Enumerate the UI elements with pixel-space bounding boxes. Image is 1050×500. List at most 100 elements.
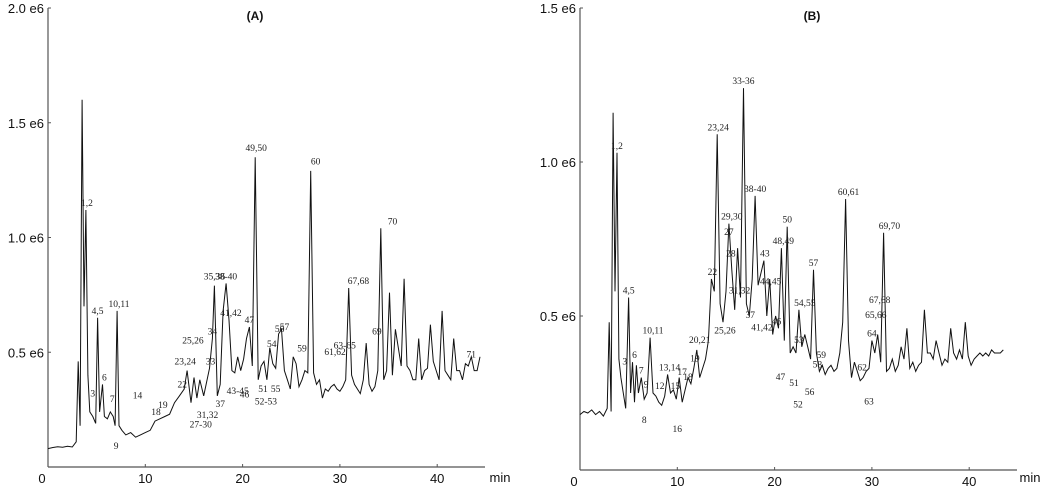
peak-label: 27 xyxy=(724,228,734,238)
peak-label: 4,5 xyxy=(92,307,104,317)
peak-label: 60 xyxy=(311,158,321,168)
y-tick-label: 1.0 e6 xyxy=(8,231,44,246)
peak-label: 10,11 xyxy=(109,300,130,310)
x-axis-label-a: min xyxy=(490,470,511,485)
chart-panel-b: (B) 0 10 20 30 40 0.5 e6 1.0 e6 1.5 e6 1,2 3 4,5 6… xyxy=(540,1,1041,489)
peak-label: 9 xyxy=(644,380,649,390)
peak-label: 29,30 xyxy=(721,213,743,223)
peak-label: 60,61 xyxy=(838,188,860,198)
peak-label: 9 xyxy=(114,442,119,452)
peak-label: 43-45 xyxy=(227,387,249,397)
axes-b: 0 10 20 30 40 0.5 e6 1.0 e6 1.5 e6 xyxy=(540,1,1017,489)
peak-label: 6 xyxy=(102,373,107,383)
peak-label: 41,42 xyxy=(751,323,773,333)
x-tick-label: 20 xyxy=(235,471,249,486)
peak-label: 34 xyxy=(208,327,218,337)
peak-label: 58 xyxy=(813,360,823,370)
peak-label: 63-65 xyxy=(334,341,356,351)
peak-label: 37 xyxy=(215,400,225,410)
peak-label: 53 xyxy=(794,336,804,346)
x-tick-label: 30 xyxy=(865,474,879,489)
peak-label: 47 xyxy=(776,373,786,383)
peak-label: 31,32 xyxy=(729,287,751,297)
peak-label: 63 xyxy=(864,397,874,407)
peak-label: 17 xyxy=(677,368,687,378)
peak-label: 54,55 xyxy=(794,299,816,309)
peak-label: 43 xyxy=(760,250,770,260)
x-tick-label: 10 xyxy=(670,474,684,489)
peak-label: 16 xyxy=(673,425,683,435)
peak-label: 33 xyxy=(206,357,216,367)
peak-label: 19 xyxy=(158,401,168,411)
peak-label: 7 xyxy=(110,395,115,405)
peak-label: 59 xyxy=(817,351,827,361)
peak-label: 69,70 xyxy=(879,222,901,232)
x-axis-label-b: min xyxy=(1020,470,1041,485)
peak-label: 19 xyxy=(690,354,700,364)
peak-label: 13,14 xyxy=(659,364,681,374)
x-tick-label: 10 xyxy=(138,471,152,486)
chart-panel-a: (A) 0 10 20 30 40 0.5 e6 1.0 e6 1.5 e6 2.0 e6 1,… xyxy=(8,1,511,486)
peak-label: 20,21 xyxy=(689,336,711,346)
x-tick-label: 0 xyxy=(570,474,577,489)
x-tick-label: 40 xyxy=(430,471,444,486)
peak-label: 35,36 xyxy=(204,272,226,282)
panel-title-a: (A) xyxy=(247,9,264,23)
peak-label: 10,11 xyxy=(642,327,663,337)
peak-label: 27-30 xyxy=(190,420,212,430)
peak-label: 67,68 xyxy=(348,277,370,287)
x-tick-label: 40 xyxy=(962,474,976,489)
peak-label: 48,49 xyxy=(773,237,795,247)
peak-label: 23,24 xyxy=(175,357,197,367)
peak-label: 46 xyxy=(772,317,782,327)
peak-label: 57 xyxy=(280,323,290,333)
peak-label: 41,42 xyxy=(220,309,242,319)
peak-label: 33-36 xyxy=(732,77,754,87)
peak-label: 38-40 xyxy=(744,185,766,195)
peak-label: 52 xyxy=(793,400,803,410)
panel-title-b: (B) xyxy=(804,9,821,23)
y-tick-label: 1.0 e6 xyxy=(540,155,576,170)
y-tick-label: 2.0 e6 xyxy=(8,1,44,16)
peak-label: 70 xyxy=(388,217,398,227)
peak-label: 18 xyxy=(151,408,161,418)
y-tick-label: 0.5 e6 xyxy=(540,309,576,324)
peak-label: 62 xyxy=(857,364,867,374)
peak-label: 25,26 xyxy=(182,337,204,347)
peak-label: 56 xyxy=(275,325,285,335)
peak-label: 15 xyxy=(671,382,681,392)
peak-label: 64 xyxy=(867,330,877,340)
peak-label: 49,50 xyxy=(246,144,268,154)
peak-label: 3 xyxy=(90,389,95,399)
peak-label: 59 xyxy=(297,345,307,355)
peak-label: 22 xyxy=(708,268,718,278)
peak-label: 7 xyxy=(639,367,644,377)
peak-label: 12 xyxy=(655,382,665,392)
peak-label: 71 xyxy=(467,350,477,360)
peak-label: 46 xyxy=(240,391,250,401)
peak-label: 50 xyxy=(782,216,792,226)
x-tick-label: 30 xyxy=(333,471,347,486)
x-tick-label: 0 xyxy=(38,471,45,486)
x-tick-label: 20 xyxy=(767,474,781,489)
peak-label: 28 xyxy=(726,250,736,260)
peak-label: 54 xyxy=(267,340,277,350)
peak-label: 52-53 xyxy=(255,397,277,407)
peak-label: 56 xyxy=(805,388,815,398)
peak-label: 4,5 xyxy=(623,287,635,297)
peak-label: 65,66 xyxy=(865,311,887,321)
peak-label: 31,32 xyxy=(197,411,219,421)
chromatogram-line-b xyxy=(579,88,1004,418)
peak-label: 18 xyxy=(683,373,693,383)
peak-label: 61,62 xyxy=(324,348,346,358)
peak-label: 51 xyxy=(258,385,268,395)
peak-label: 51 xyxy=(789,379,799,389)
peak-label: 44,45 xyxy=(760,277,782,287)
axes-a: 0 10 20 30 40 0.5 e6 1.0 e6 1.5 e6 2.0 e6 xyxy=(8,1,485,486)
peak-label: 47 xyxy=(245,316,255,326)
y-tick-label: 0.5 e6 xyxy=(8,345,44,360)
peak-label: 1,2 xyxy=(81,199,93,209)
peak-label: 55 xyxy=(271,385,281,395)
